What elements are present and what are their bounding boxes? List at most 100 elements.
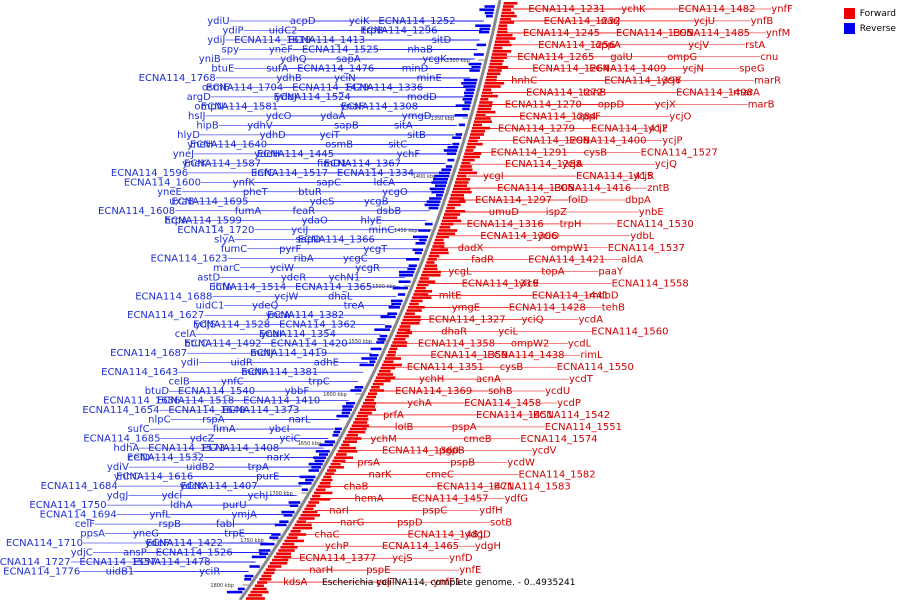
reverse-gene-label: uidC2 [269,26,298,37]
reverse-gene-label: osmE [202,82,229,93]
forward-gene-label: ydfG [505,494,529,505]
reverse-gene-label: ECNA114_1517 [251,168,328,179]
reverse-gene-mark [475,24,491,27]
forward-gene-mark [414,290,433,293]
forward-gene-mark [419,277,429,280]
reverse-gene-label: uxaB [169,196,194,207]
reverse-gene-mark [426,200,441,203]
reverse-gene-mark [465,88,475,91]
forward-gene-mark [248,594,263,597]
reverse-gene-label: ynfL [149,510,171,521]
reverse-gene-label: rspA [202,415,225,426]
forward-gene-mark [302,510,318,514]
reverse-gene-label: ECNA114_1373 [222,405,299,416]
reverse-gene-label: rspB [158,519,181,530]
forward-gene-label: ECNA114_1412 [591,123,668,134]
reverse-gene-mark [376,341,385,344]
reverse-gene-label: ECNA114_1768 [139,73,216,84]
reverse-gene-label: uidB1 [106,567,135,578]
reverse-gene-label: ydeR [281,272,306,283]
forward-gene-label: ECNA114_1465 [382,541,459,552]
reverse-gene-label: ybbF [285,386,310,397]
legend-forward: Forward [843,6,896,21]
reverse-gene-label: ECNA114_1704 [206,82,283,93]
forward-gene-mark [298,517,315,520]
reverse-gene-label: ECNA114_1654 [82,405,159,416]
forward-gene-mark [487,69,502,72]
forward-gene-mark [447,203,461,207]
reverse-gene-mark [319,453,328,456]
reverse-gene-mark [431,190,444,194]
reverse-gene-label: ydcI [162,491,183,502]
reverse-gene-label: ldcA [374,177,396,188]
forward-gene-mark [483,85,501,88]
reverse-gene-mark [279,520,289,523]
forward-gene-label: galU [610,52,633,63]
forward-gene-mark [438,229,458,232]
reverse-gene-mark [452,136,462,139]
reverse-gene-label: ECNA114_1296 [360,26,437,37]
reverse-gene-mark [260,542,275,546]
forward-gene-label: ECNA114_1359 [430,350,507,361]
reverse-gene-mark [289,504,299,507]
reverse-gene-label: ECNA114_1596 [111,168,188,179]
forward-gene-label: ECNA114_1316 [467,219,544,230]
reverse-gene-label: yncA [266,310,291,321]
forward-gene-label: hemA [355,494,384,505]
reverse-gene-mark [385,325,392,328]
forward-gene-label: ECNA114_1438 [487,350,564,361]
forward-gene-mark [358,411,372,415]
reverse-gene-mark [415,242,426,245]
reverse-gene-label: osmB [325,139,353,150]
reverse-gene-mark [484,11,494,15]
reverse-gene-mark [244,574,254,578]
forward-gene-label: ycjR [633,171,654,182]
reverse-gene-label: minD [402,64,429,75]
forward-gene-label: mdoD [589,291,619,302]
forward-gene-mark [497,27,508,31]
forward-gene-label: ECNA114_1415 [576,171,653,182]
reverse-gene-label: fimD1 [317,158,347,169]
reverse-gene-mark [283,514,293,517]
forward-gene-label: ECNA114_1305 [497,183,574,194]
reverse-gene-label: sufA [266,64,288,75]
forward-gene-label: pspB [450,458,475,469]
forward-gene-mark [446,206,455,210]
reverse-gene-label: trpA [248,462,269,473]
forward-gene-mark [449,197,465,200]
reverse-gene-mark [433,178,449,181]
reverse-gene-label: ECNA114_1688 [135,291,212,302]
reverse-gene-label: yneK [182,158,207,169]
reverse-gene-mark [414,251,422,255]
reverse-gene-label: ECNA114_1776 [3,567,80,578]
forward-gene-mark [490,59,504,63]
forward-gene-mark [484,82,505,85]
forward-gene-label: ynfB [751,16,774,27]
forward-gene-label: ECNA114_1530 [617,219,694,230]
forward-gene-label: ECNA114_1560 [591,326,668,337]
forward-gene-mark [491,53,507,56]
reverse-gene-mark [461,82,477,85]
reverse-gene-label: ydcZ [190,434,215,445]
reverse-gene-mark [369,354,379,357]
reverse-gene-mark [359,363,374,367]
reverse-gene-label: hdhA [113,443,139,454]
forward-gene-label: ECNA114_1457 [412,494,489,505]
forward-gene-label: ydfH [479,505,502,516]
forward-gene-label: pgpB [439,446,465,457]
forward-gene-label: ECNA114_1527 [641,147,718,158]
reverse-gene-mark [436,194,443,197]
forward-gene-label: oppA [595,40,621,51]
reverse-gene-mark [412,248,424,251]
forward-gene-mark [462,158,475,162]
forward-gene-label: ECNA114_1582 [519,470,596,481]
reverse-gene-label: ppsA [80,529,105,540]
forward-gene-mark [441,219,462,223]
forward-gene-label: oppF [576,111,601,122]
reverse-gene-label: ECNA114_1623 [151,253,228,264]
reverse-gene-mark [332,434,339,437]
forward-gene-label: ycdV [532,446,557,457]
reverse-gene-label: ECNA114_1573 [148,443,225,454]
reverse-gene-label: ydjC [71,548,93,559]
reverse-gene-label: ECNA114_1532 [127,453,204,464]
